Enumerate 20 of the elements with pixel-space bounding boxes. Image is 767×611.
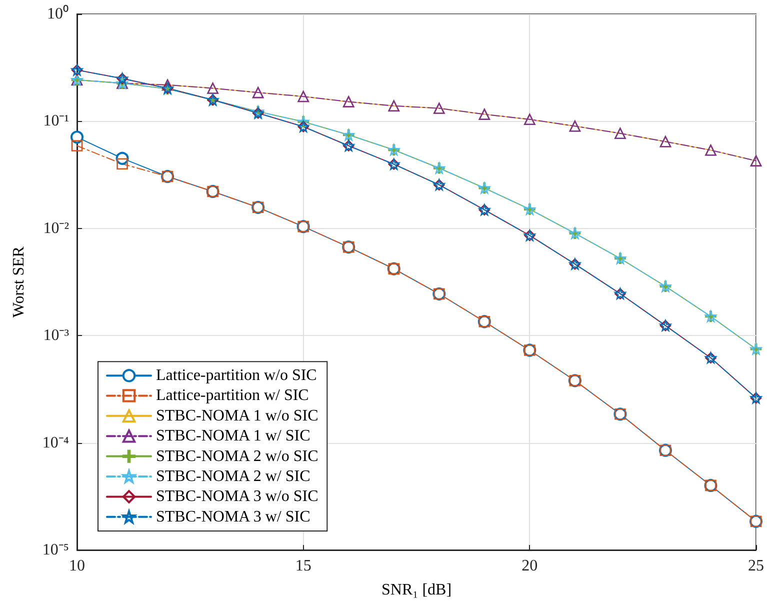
y-tick-label: 10⁻⁵	[42, 542, 69, 558]
legend-label: STBC-NOMA 3 w/o SIC	[156, 488, 318, 506]
legend-label: Lattice-partition w/o SIC	[156, 367, 317, 384]
y-tick-label: 10⁻⁴	[42, 434, 70, 452]
y-tick-label: 10⁻²	[43, 220, 70, 237]
x-tick-label: 10	[69, 558, 85, 574]
x-axis-title: SNR₁ [dB]	[381, 582, 452, 598]
legend-label: Lattice-partition w/ SIC	[156, 387, 309, 404]
legend-label: STBC-NOMA 2 w/o SIC	[156, 448, 318, 465]
y-tick-label: 10⁰	[47, 4, 69, 22]
y-tick-label: 10⁻³	[43, 327, 70, 344]
x-tick-label: 25	[748, 558, 764, 574]
y-axis-title: Worst SER	[10, 246, 28, 318]
legend-label: STBC-NOMA 1 w/o SIC	[156, 407, 318, 424]
x-tick-label: 20	[522, 558, 538, 574]
x-tick-label: 15	[295, 558, 312, 574]
legend-label: STBC-NOMA 2 w/ SIC	[156, 468, 310, 485]
legend-label: STBC-NOMA 3 w/ SIC	[156, 508, 310, 526]
legend-label: STBC-NOMA 1 w/ SIC	[156, 428, 310, 445]
y-tick-label: 10⁻¹	[43, 112, 70, 130]
